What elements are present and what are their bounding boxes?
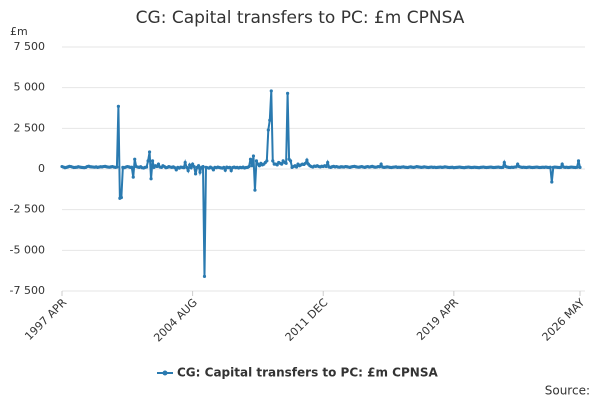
x-tick-label: 2019 APR [414,296,461,343]
y-tick-label: -7 500 [10,284,45,297]
point [501,165,505,169]
point [192,164,196,169]
point [578,165,582,169]
point [155,164,159,169]
point [268,118,272,122]
point [156,162,161,166]
y-tick-label: -5 000 [10,243,45,256]
point [247,164,251,169]
point [516,162,520,166]
point [251,154,256,158]
point [266,128,270,132]
x-tick-label: 2026 MAY [540,296,588,344]
point [150,159,155,163]
point [189,166,193,170]
point [269,89,273,93]
y-unit: £m [10,25,28,38]
point [271,159,275,163]
point [303,161,308,165]
point [575,165,579,169]
point [548,165,552,169]
point [324,164,328,169]
point [130,165,134,169]
y-tick-label: 2 500 [14,121,46,134]
point [286,91,290,95]
point [275,163,279,167]
legend-label: CG: Capital transfers to PC: £m CPNSA [177,366,438,380]
point [514,165,518,169]
point [559,165,563,169]
point [560,162,564,166]
point [222,165,226,169]
point [186,169,190,173]
point [183,160,187,165]
point [149,177,153,181]
point [280,162,284,166]
point [191,162,195,166]
point [223,168,227,172]
point [146,159,150,163]
y-tick-label: 0 [38,162,45,175]
point [145,165,149,169]
point [201,164,205,169]
point [257,164,262,168]
y-tick-label: 7 500 [14,40,46,53]
point [193,172,198,176]
point [550,180,554,184]
point [305,158,309,162]
point [188,163,192,167]
point [326,160,330,165]
point [147,150,152,154]
point [198,170,202,174]
point [174,168,178,172]
point [250,164,254,168]
point [576,159,581,163]
legend-marker [162,370,168,376]
y-tick-label: -2 500 [10,203,45,216]
point [248,157,253,161]
point [294,165,299,169]
point [253,188,257,192]
point [284,161,288,165]
source: Source: [545,384,590,398]
point [119,195,123,200]
point [211,168,215,172]
point [254,159,259,163]
point [182,166,186,170]
point [378,165,382,169]
x-tick-label: 2004 AUG [151,296,200,345]
point [265,159,269,163]
chart-title: CG: Capital transfers to PC: £m CPNSA [136,8,465,28]
point [379,162,383,166]
point [502,160,506,165]
point [229,169,233,173]
point [185,165,189,169]
point [116,104,121,108]
point [228,165,232,169]
point [133,157,137,161]
x-tick-label: 1997 APR [22,296,69,343]
point [131,175,135,179]
point [196,164,201,168]
series-line [61,90,581,277]
point [288,159,293,163]
point [202,274,207,278]
x-tick-label: 2011 DEC [283,296,331,344]
y-tick-label: 5 000 [14,81,46,94]
point [115,165,119,169]
